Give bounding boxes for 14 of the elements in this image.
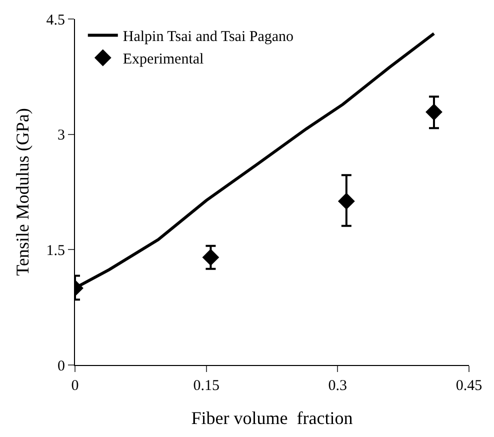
legend-label: Experimental [122, 52, 204, 68]
legend-label: Halpin Tsai and Tsai Pagano [122, 29, 294, 46]
y-tick-label: 1.5 [46, 242, 65, 259]
x-tick-label: 0.15 [193, 378, 220, 394]
y-axis-title: Tensile Modulus (GPa) [12, 108, 32, 276]
y-tick-label: 4.5 [46, 12, 65, 28]
point [338, 192, 355, 210]
x-axis-title: Fiber volume fraction [191, 408, 353, 428]
point [426, 104, 442, 120]
x-tick-label: 0.3 [328, 378, 348, 394]
y-tick-label: 3 [58, 128, 65, 144]
y-tick-label: 0 [58, 358, 65, 374]
x-tick-label: 0.45 [456, 378, 482, 394]
x-tick-label: 0 [71, 378, 79, 394]
